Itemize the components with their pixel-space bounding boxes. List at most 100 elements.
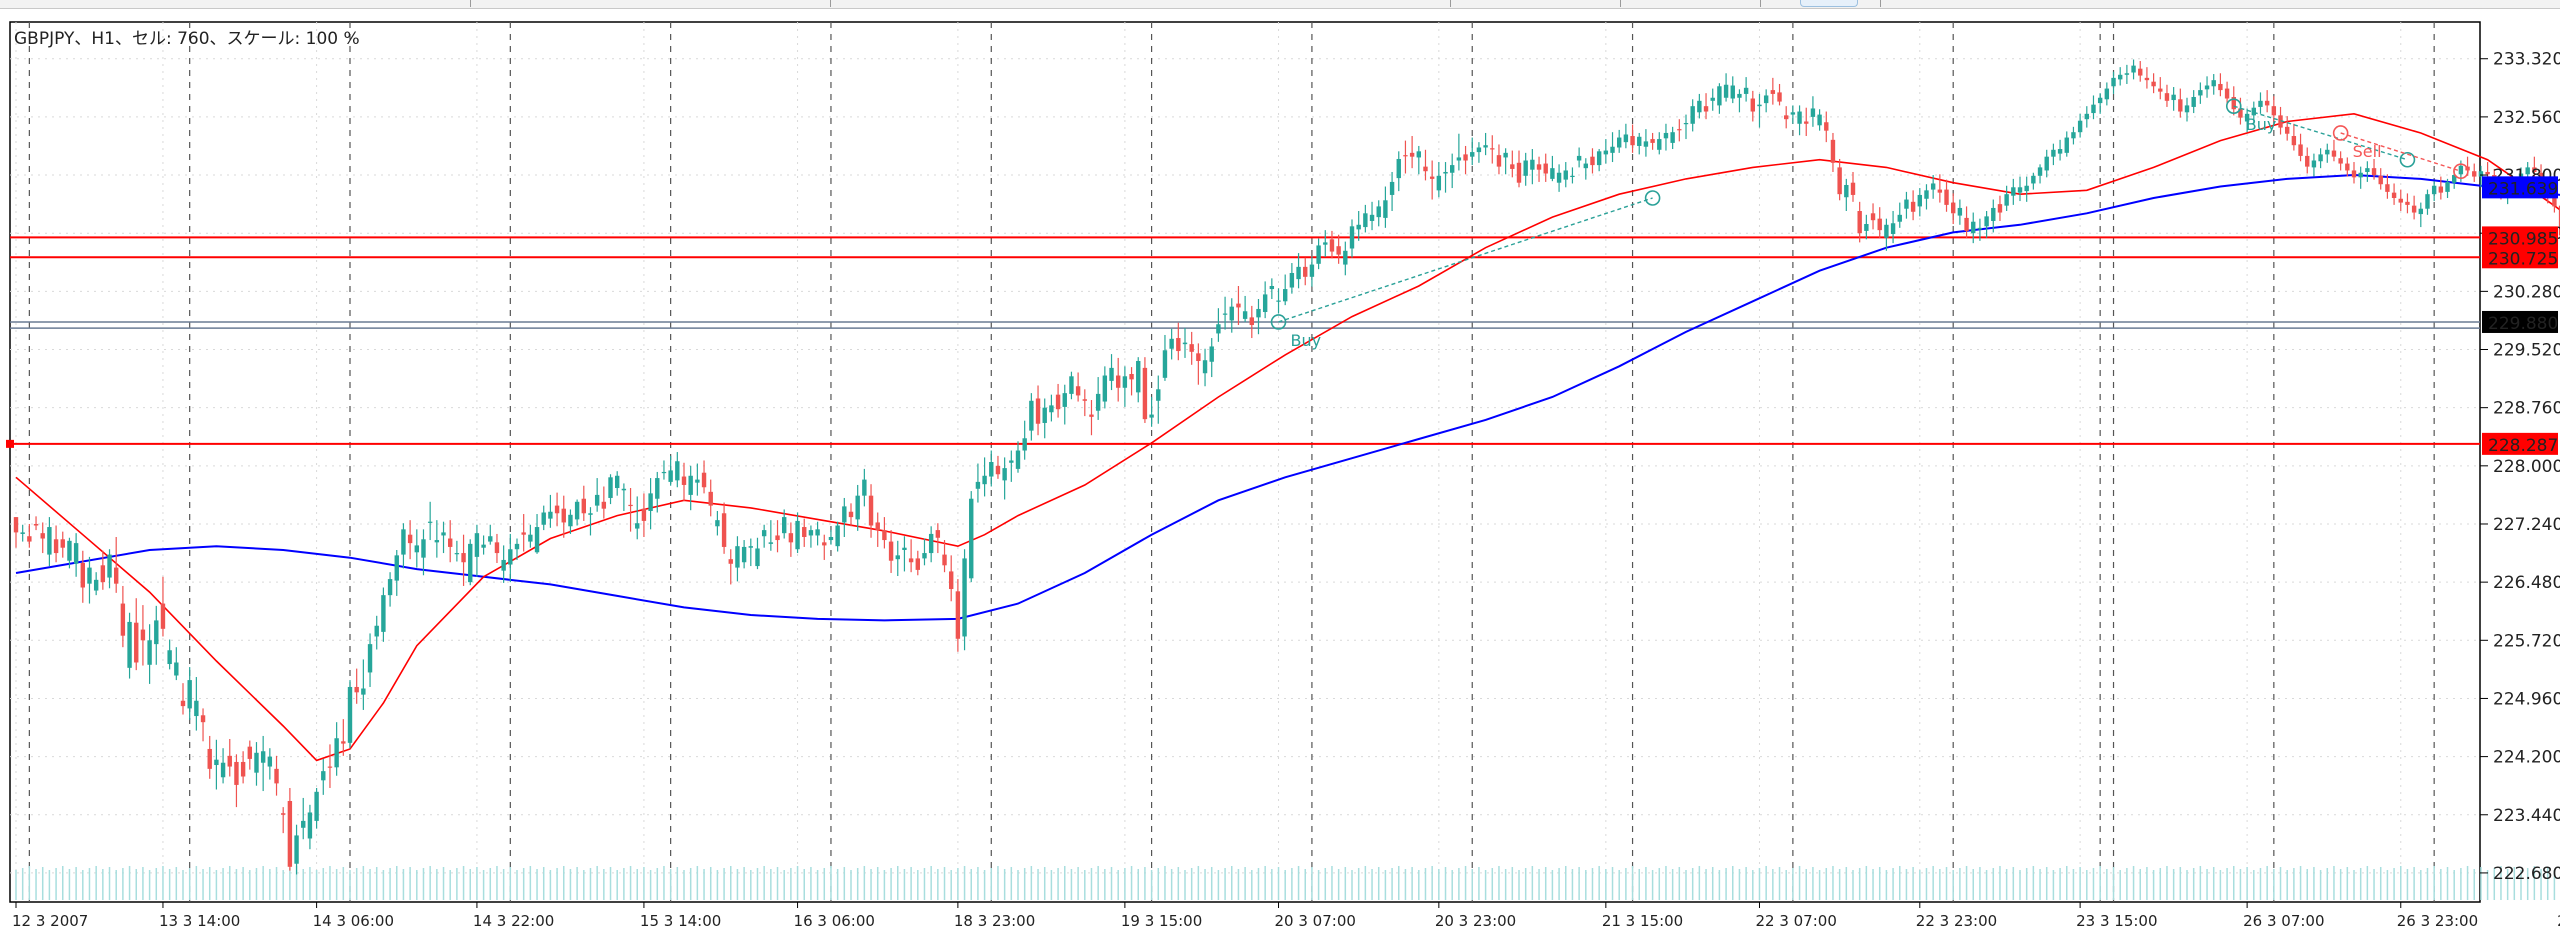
candle-body [2077, 120, 2083, 133]
candle-body [2298, 144, 2303, 156]
candle-body [1770, 90, 1776, 94]
toolbar-separator [1880, 0, 1881, 7]
candle-body [1443, 171, 1448, 174]
candle-body [2552, 197, 2557, 207]
candle-body [1396, 158, 1401, 179]
candle-body [2558, 205, 2560, 236]
candle-body [1697, 100, 1702, 113]
candle-body [194, 700, 199, 717]
chart-title: GBPJPY、H1、セル: 760、スケール: 100 % [14, 29, 360, 49]
toolbar-button[interactable] [1800, 0, 1858, 7]
candle-body [2438, 186, 2444, 193]
candle-body [1042, 407, 1047, 423]
candle-body [574, 501, 580, 520]
candle-body [1490, 148, 1495, 150]
candle-body [441, 532, 446, 536]
candle-body [2198, 90, 2203, 96]
candle-body [1262, 294, 1268, 313]
candle-body [741, 546, 747, 563]
time-tick-label: 20 3 23:00 [1435, 912, 1516, 930]
candle-body [1242, 311, 1248, 319]
candle-body [1129, 374, 1134, 380]
candle-body [93, 579, 99, 591]
candle-body [2425, 194, 2430, 209]
candle-body [1176, 338, 1181, 352]
candle-body [928, 533, 934, 554]
candle-body [2391, 192, 2397, 198]
level-price-badge [2482, 432, 2558, 455]
price-tick-label: 226.480 [2493, 573, 2560, 593]
time-tick-label: 27 3 15:00 [2557, 912, 2560, 930]
candle-body [2151, 81, 2156, 87]
candle-body [768, 542, 774, 544]
candle-body [2285, 126, 2290, 134]
top-toolbar[interactable] [0, 0, 2560, 9]
candle-body [1276, 300, 1281, 302]
candle-body [1496, 155, 1502, 167]
candle-body [1650, 139, 1655, 143]
price-tick-label: 230.280 [2493, 282, 2560, 302]
candle-body [1349, 226, 1355, 249]
candle-body [1122, 376, 1128, 388]
candle-body [908, 558, 914, 563]
candle-body [107, 554, 112, 578]
candle-body [842, 506, 847, 523]
candle-body [2138, 68, 2143, 76]
candle-body [1189, 344, 1194, 352]
candle-body [755, 548, 760, 567]
candle-body [160, 603, 166, 629]
candle-body [2365, 168, 2370, 172]
price-tick-label: 229.520 [2493, 341, 2560, 361]
candle-body [608, 477, 613, 498]
candle-body [321, 771, 326, 781]
candle-body [1389, 181, 1395, 195]
candle-body [260, 751, 266, 763]
ma-price-badge-label: 231.639 [2488, 179, 2558, 199]
candle-body [748, 546, 753, 548]
candle-body [220, 762, 226, 778]
candle-body [1035, 398, 1041, 424]
candle-body [2458, 165, 2464, 175]
candle-body [2311, 160, 2317, 168]
candle-body [1837, 167, 1842, 195]
candle-body [1209, 346, 1214, 362]
candle-body [1917, 194, 1922, 207]
candle-body [1984, 216, 1989, 227]
candle-body [1904, 199, 1909, 209]
candle-body [1343, 250, 1348, 265]
time-axis[interactable]: 12 3 2007 13 3 14:00 14 3 06:00 14 3 22:00 1… [12, 902, 2560, 930]
candle-body [154, 620, 159, 645]
toolbar-separator [1620, 0, 1621, 7]
candle-body [1850, 182, 1856, 195]
candle-body [2345, 163, 2350, 171]
trade-label: Sell [2353, 142, 2382, 161]
candle-body [1149, 414, 1154, 418]
price-tick-label: 233.320 [2493, 50, 2560, 70]
candle-body [1763, 95, 1769, 104]
candle-body [2371, 168, 2377, 176]
price-tick-label: 224.960 [2493, 689, 2560, 709]
candle-body [2431, 185, 2437, 195]
candle-body [1657, 139, 1662, 150]
candle-body [1029, 400, 1034, 431]
candle-body [808, 530, 814, 536]
trade-entry-marker [2332, 125, 2349, 141]
candle-body [2057, 149, 2063, 154]
price-tick-label: 222.680 [2493, 864, 2560, 884]
candle-body [468, 543, 473, 583]
candle-body [361, 688, 366, 695]
candle-body [474, 533, 480, 557]
time-tick-label: 26 3 23:00 [2397, 912, 2478, 930]
line-anchor [6, 439, 14, 448]
level-price-badge [2482, 246, 2558, 269]
candle-body [87, 567, 92, 584]
candle-body [1456, 157, 1462, 161]
level-price-badge-label: 230.725 [2488, 249, 2558, 269]
time-tick-label: 20 3 07:00 [1275, 912, 1356, 930]
horizontal-lines[interactable] [6, 236, 2548, 448]
candle-body [334, 738, 339, 768]
price-axis[interactable]: 233.320232.560231.800231.040230.280229.5… [2480, 50, 2560, 884]
candle-body [1156, 389, 1161, 401]
